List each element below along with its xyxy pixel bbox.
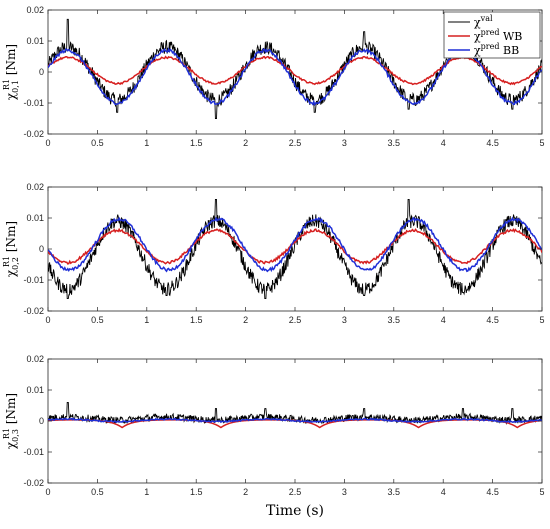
x-tick-label: 0.5: [91, 315, 104, 325]
x-tick-label: 0.5: [91, 138, 104, 148]
x-tick-label: 3.5: [388, 315, 401, 325]
y-tick-label: -0.02: [23, 306, 44, 316]
panel-1: 0 0.5 1 1.5 2 2.5 3 3.5 4 4.5 5 -0.02 -0.01 0 0.01 0.02…: [2, 5, 545, 148]
legend-label: χpred BB: [474, 42, 519, 57]
y-tick-label: 0.01: [26, 213, 44, 223]
legend-label: χpred WB: [474, 28, 522, 43]
series-line-3: [48, 216, 542, 273]
y-tick-label: 0.02: [26, 5, 44, 15]
x-tick-label: 1.5: [190, 315, 203, 325]
axes-box: [47, 186, 543, 312]
panel-2: 0 0.5 1 1.5 2 2.5 3 3.5 4 4.5 5 -0.02 -0.01 0 0.01 0.02…: [2, 182, 545, 325]
y-tick-label: -0.02: [23, 129, 44, 139]
y-tick-label: 0.01: [26, 36, 44, 46]
x-tick-label: 4.5: [486, 138, 499, 148]
x-tick-label: 1: [144, 487, 149, 497]
x-tick-label: 4.5: [486, 315, 499, 325]
x-tick-label: 3: [342, 315, 347, 325]
y-tick-label: -0.01: [23, 98, 44, 108]
series-line-2: [48, 227, 542, 265]
y-tick-label: -0.02: [23, 478, 44, 488]
panel-3: 0 0.5 1 1.5 2 2.5 3 3.5 4 4.5 5 -0.02 -0.01 0 0.01 0.02…: [2, 354, 545, 519]
x-tick-label: 1.5: [190, 138, 203, 148]
x-tick-label: 1.5: [190, 487, 203, 497]
x-axis-label: Time (s): [266, 503, 324, 519]
x-tick-label: 3: [342, 487, 347, 497]
y-tick-label: 0.02: [26, 182, 44, 192]
x-tick-label: 4: [441, 487, 446, 497]
y-axis-label: χ0,1R1 [Nm]: [2, 44, 20, 100]
x-tick-label: 2: [243, 138, 248, 148]
series-line-3: [48, 417, 542, 424]
x-tick-label: 1: [144, 138, 149, 148]
x-tick-label: 0: [45, 315, 50, 325]
x-tick-label: 5: [539, 138, 544, 148]
y-tick-label: 0.01: [26, 385, 44, 395]
x-tick-label: 5: [539, 487, 544, 497]
y-tick-label: -0.01: [23, 275, 44, 285]
y-tick-label: 0: [39, 67, 44, 77]
x-tick-label: 3.5: [388, 138, 401, 148]
x-tick-label: 0.5: [91, 487, 104, 497]
x-tick-label: 2.5: [289, 487, 302, 497]
x-tick-label: 4: [441, 138, 446, 148]
y-axis-label: χ0,2R1 [Nm]: [2, 221, 20, 277]
legend-label: χval: [474, 14, 493, 29]
y-tick-label: -0.01: [23, 447, 44, 457]
y-axis-label: χ0,3R1 [Nm]: [2, 393, 20, 449]
x-tick-label: 2.5: [289, 138, 302, 148]
y-tick-label: 0.02: [26, 354, 44, 364]
x-tick-label: 0: [45, 487, 50, 497]
x-tick-label: 2: [243, 487, 248, 497]
x-tick-label: 1: [144, 315, 149, 325]
x-tick-label: 4.5: [486, 487, 499, 497]
x-tick-label: 2.5: [289, 315, 302, 325]
x-tick-label: 5: [539, 315, 544, 325]
x-tick-label: 3.5: [388, 487, 401, 497]
y-tick-label: 0: [39, 416, 44, 426]
x-tick-label: 3: [342, 138, 347, 148]
x-tick-label: 2: [243, 315, 248, 325]
x-tick-label: 4: [441, 315, 446, 325]
x-tick-label: 0: [45, 138, 50, 148]
y-tick-label: 0: [39, 244, 44, 254]
